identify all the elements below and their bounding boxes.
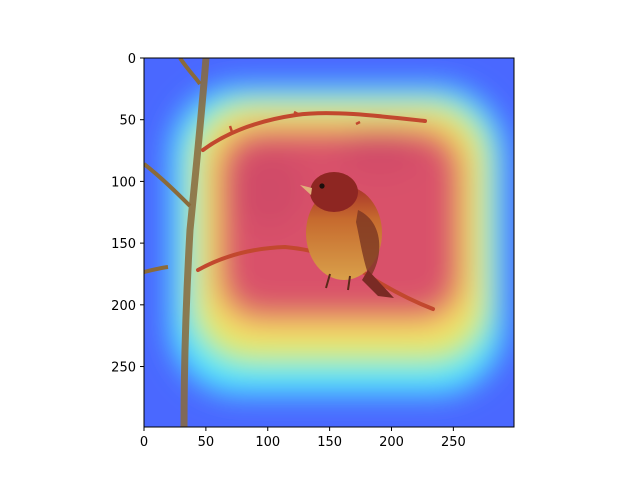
x-tick-label: 200 xyxy=(379,435,404,450)
bird-wing xyxy=(356,210,380,278)
y-tick-label: 150 xyxy=(111,237,136,252)
y-tick-label: 200 xyxy=(111,299,136,314)
y-tick-label: 0 xyxy=(128,52,136,67)
x-tick-label: 250 xyxy=(441,435,466,450)
x-tick-label: 50 xyxy=(198,435,215,450)
image-panel xyxy=(144,58,514,427)
y-tick-label: 100 xyxy=(111,175,136,190)
x-tick-label: 100 xyxy=(255,435,280,450)
bird-eye xyxy=(319,183,325,189)
y-axis: 0 50 100 150 200 250 xyxy=(111,52,144,376)
bird-tail xyxy=(362,270,394,298)
bird-head xyxy=(310,172,358,212)
axes-frame xyxy=(143,57,515,428)
y-tick-label: 50 xyxy=(119,114,136,129)
bird-feet xyxy=(325,273,351,291)
x-tick-label: 150 xyxy=(317,435,342,450)
bird-beak xyxy=(300,185,312,195)
branch-trunk xyxy=(144,58,210,427)
x-tick-label: 0 xyxy=(140,435,148,450)
x-axis: 0 50 100 150 200 250 xyxy=(140,427,466,450)
upper-branch-twigs xyxy=(228,110,361,133)
y-tick-label: 250 xyxy=(111,361,136,376)
upper-branch xyxy=(201,111,427,152)
bird xyxy=(300,172,394,298)
